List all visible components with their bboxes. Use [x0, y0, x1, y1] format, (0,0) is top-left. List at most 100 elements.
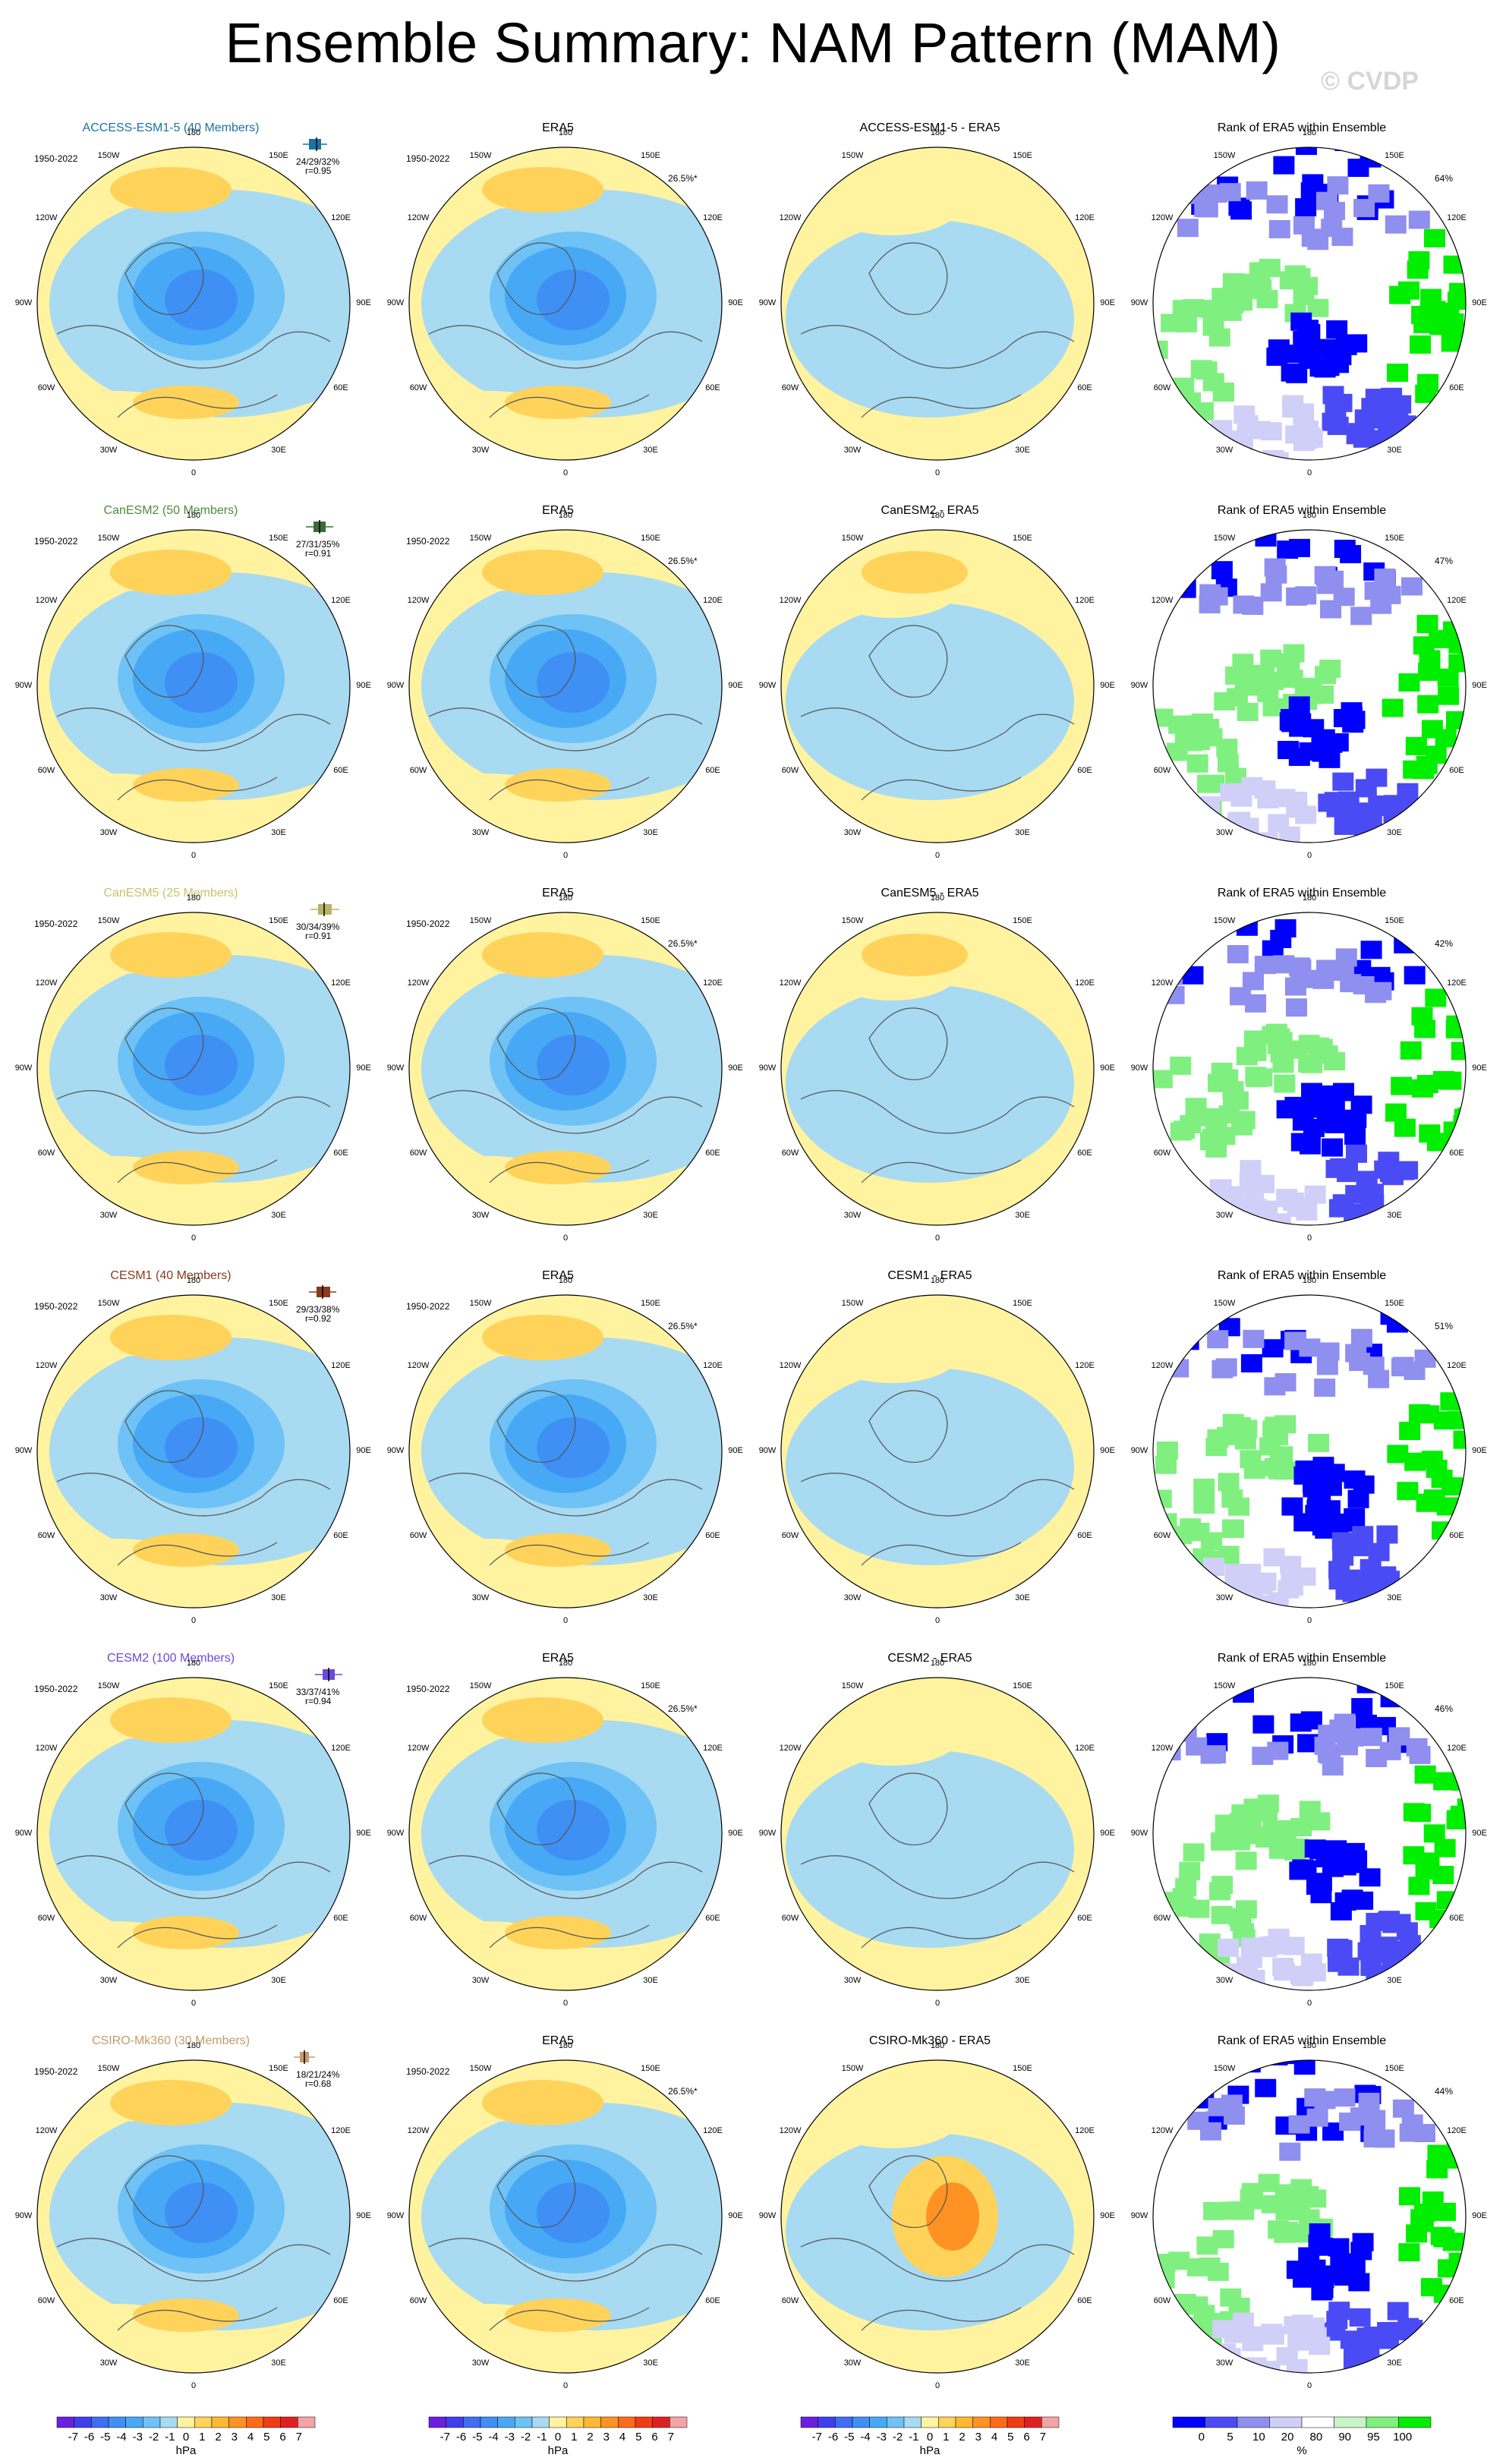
- lon-label: 30E: [1015, 1210, 1030, 1220]
- colorbar-swatch: [921, 2416, 939, 2428]
- lon-label: 30W: [1215, 827, 1233, 837]
- colorbar-tick-label: 95: [1367, 2431, 1380, 2444]
- lon-label: 150W: [1213, 1299, 1236, 1308]
- lon-label: 0: [562, 851, 569, 860]
- lon-label: 120W: [407, 1744, 430, 1753]
- map-border: [408, 529, 723, 843]
- colorbar-unit-label: %: [1296, 2444, 1307, 2457]
- lon-label: 90E: [356, 1063, 371, 1073]
- map-panel-obs: ERA5 1950-2022 26.5%* 180 150E 120E 90E 60E 30E 0…: [372, 1652, 744, 2031]
- rank-pct-label: 46%: [1435, 1703, 1454, 1714]
- lon-label: 0: [1306, 468, 1312, 477]
- lon-label: 120E: [331, 2126, 351, 2135]
- pattern-correlation-label: r=0.95: [305, 165, 332, 176]
- lon-label: 60W: [781, 2296, 799, 2305]
- lon-label: 90E: [728, 2211, 743, 2220]
- coastline: [428, 2238, 703, 2282]
- lon-label: 60E: [1077, 1149, 1092, 1158]
- diff-panel-title: CSIRO-Mk360 - ERA5: [868, 2034, 991, 2047]
- period-label: 1950-2022: [406, 1684, 450, 1694]
- colorbar-unit-label: hPa: [175, 2444, 197, 2457]
- lon-label: 30W: [843, 1975, 862, 1985]
- colorbar-swatch: [280, 2416, 298, 2428]
- lon-label: 30E: [271, 2358, 286, 2368]
- coastline: [868, 625, 948, 698]
- lon-label: 180: [186, 2041, 201, 2050]
- obs-panel-title: ERA5: [542, 1652, 574, 1665]
- polar-map-obs: [408, 529, 723, 843]
- colorbar-swatch: [1334, 2416, 1367, 2428]
- lon-label: 60W: [37, 1531, 55, 1540]
- lon-label: 30W: [843, 1210, 862, 1220]
- lon-label: 90E: [356, 1446, 371, 1455]
- colorbar-swatch: [56, 2416, 74, 2428]
- lon-label: 150E: [1385, 1681, 1404, 1690]
- lon-label: 120E: [703, 1361, 723, 1370]
- lon-label: 120E: [1447, 213, 1467, 222]
- lon-label: 60W: [781, 1914, 799, 1923]
- colorbar-tick-label: -6: [455, 2431, 467, 2444]
- lon-label: 60E: [705, 766, 720, 775]
- map-border: [408, 2059, 723, 2374]
- lon-label: 30E: [1387, 1210, 1402, 1220]
- coastline: [428, 1473, 703, 1517]
- map-panel-obs: ERA5 1950-2022 26.5%* 180 150E 120E 90E 60E 30E 0…: [372, 2034, 744, 2414]
- colorbar-tick-label: 6: [651, 2431, 658, 2444]
- hpa-colorbar-2: -7 -6 -5 -4 -3 -2 -1 0 1 2 3 4 5 6 7 hPa: [421, 2415, 695, 2461]
- obs-pct-label: 26.5%*: [668, 173, 698, 184]
- spread-stats-label: 29/33/38%: [296, 1304, 340, 1315]
- rank-panel-title: Rank of ERA5 within Ensemble: [1217, 887, 1387, 900]
- colorbar-swatch: [74, 2416, 92, 2428]
- lon-label: 150W: [469, 1681, 492, 1690]
- colorbar-swatch: [1024, 2416, 1042, 2428]
- colorbar-tick-label: -2: [892, 2431, 903, 2444]
- period-label: 1950-2022: [34, 2066, 78, 2077]
- colorbar-tick-label: 3: [603, 2431, 610, 2444]
- rank-pct-label: 42%: [1435, 938, 1454, 949]
- spread-stats-label: 27/31/35%: [296, 539, 340, 550]
- map-panel-model: CESM2 (100 Members) 1950-2022 33/37/41% r=0…: [0, 1652, 372, 2031]
- lon-label: 150E: [641, 1681, 660, 1690]
- colorbar-swatch: [497, 2416, 515, 2428]
- lon-label: 120E: [1075, 2126, 1095, 2135]
- hpa-colorbar-1-bar: [56, 2416, 316, 2428]
- lon-label: 90E: [1100, 1829, 1115, 1838]
- hpa-colorbar-3-bar: [800, 2416, 1060, 2428]
- lon-label: 120W: [407, 2126, 430, 2135]
- spread-box-whisker: [310, 903, 339, 916]
- coastline: [489, 1924, 650, 1949]
- lon-label: 0: [934, 468, 940, 477]
- lon-label: 90W: [758, 298, 777, 307]
- polar-map-model: [36, 2059, 351, 2374]
- lon-label: 60W: [1153, 383, 1171, 392]
- coastline: [868, 1390, 948, 1463]
- lon-label: 150E: [269, 151, 288, 160]
- spread-stats-label: 30/34/39%: [296, 922, 340, 932]
- lon-label: 150E: [641, 151, 660, 160]
- lon-label: 30E: [643, 1975, 658, 1985]
- lon-label: 90E: [1472, 1446, 1487, 1455]
- spread-stats-label: 18/21/24%: [296, 2069, 340, 2080]
- lon-label: 90W: [758, 681, 777, 690]
- rank-pct-label: 47%: [1435, 556, 1454, 566]
- lon-label: 30W: [1215, 2358, 1233, 2368]
- map-panel-obs: ERA5 1950-2022 26.5%* 180 150E 120E 90E 60E 30E 0…: [372, 887, 744, 1266]
- map-panel-model: CanESM2 (50 Members) 1950-2022 27/31/35% r=…: [0, 504, 372, 884]
- lon-label: 120E: [331, 1744, 351, 1753]
- pattern-correlation-label: r=0.94: [305, 1696, 332, 1706]
- lon-label: 90E: [356, 298, 371, 307]
- lon-label: 60E: [1449, 766, 1464, 775]
- colorbar-swatch: [531, 2416, 550, 2428]
- coastline: [868, 242, 948, 315]
- lon-label: 30E: [643, 1593, 658, 1602]
- lon-label: 60E: [333, 766, 348, 775]
- lon-label: 150W: [97, 1299, 120, 1308]
- lon-label: 120E: [1447, 978, 1467, 988]
- lon-label: 60W: [781, 766, 799, 775]
- map-border: [780, 147, 1095, 461]
- colorbar-tick-label: -5: [472, 2431, 483, 2444]
- lon-label: 120W: [779, 213, 802, 222]
- rank-colorbar: 0 5 10 20 80 90 95 100%: [1165, 2415, 1438, 2461]
- lon-label: 150W: [1213, 1681, 1236, 1690]
- period-label: 1950-2022: [34, 536, 78, 547]
